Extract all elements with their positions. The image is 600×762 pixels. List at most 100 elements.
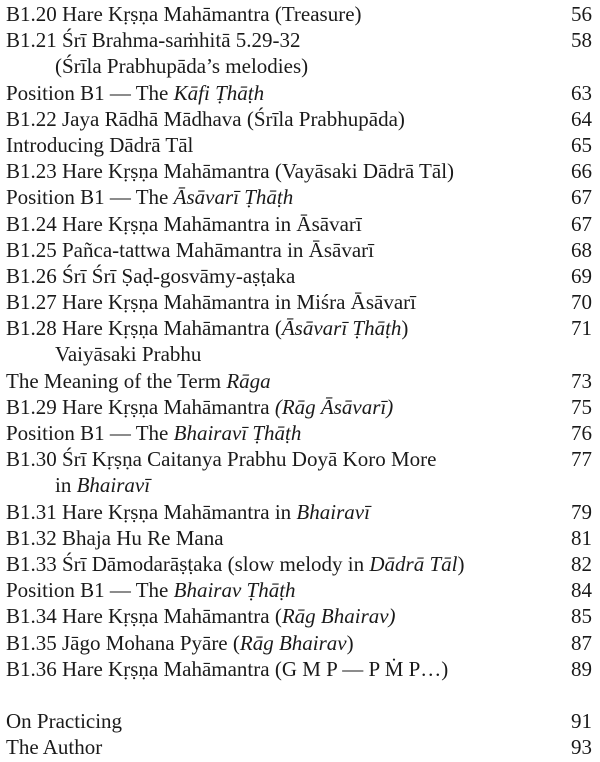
text: B1.23 Hare Kṛṣṇa Mahāmantra (Vayāsaki Dā… <box>6 159 455 184</box>
toc-page-number: 64 <box>571 106 592 131</box>
toc-entry-title: Vaiyāsaki Prabhu <box>55 342 201 366</box>
italic-text: Kāfi Ṭhāṭh <box>173 80 265 105</box>
toc-entry: B1.22 Jaya Rādhā Mādhava (Śrīla Prabhupā… <box>6 106 592 132</box>
toc-page-number: 58 <box>571 28 592 53</box>
toc-entry: B1.30 Śrī Kṛṣṇa Caitanya Prabhu Doyā Kor… <box>6 446 592 472</box>
text: in <box>55 473 77 498</box>
toc-page-number: 93 <box>571 735 592 760</box>
toc-entry-title: B1.36 Hare Kṛṣṇa Mahāmantra (G M P — P Ṁ… <box>6 657 448 681</box>
toc-entry-title: B1.25 Pañca-tattwa Mahāmantra in Āsāvarī <box>6 238 374 262</box>
toc-entry-title: B1.33 Śrī Dāmodarāṣṭaka (slow melody in … <box>6 552 464 576</box>
toc-entry-title: (Śrīla Prabhupāda’s melodies) <box>55 54 308 78</box>
text: B1.21 Śrī Brahma-saṁhitā 5.29-32 <box>6 28 301 53</box>
toc-entry-title: B1.35 Jāgo Mohana Pyāre (Rāg Bhairav) <box>6 631 354 655</box>
italic-text: Bhairavī <box>296 499 370 524</box>
toc-entry-title: Position B1 — The Āsāvarī Ṭhāṭh <box>6 185 293 209</box>
text: On Practicing <box>6 709 123 734</box>
toc-entry: B1.35 Jāgo Mohana Pyāre (Rāg Bhairav) 87 <box>6 630 592 656</box>
text: Vaiyāsaki Prabhu <box>55 342 202 367</box>
text: B1.34 Hare Kṛṣṇa Mahāmantra ( <box>6 604 282 629</box>
toc-entry-title: Introducing Dādrā Tāl <box>6 133 193 157</box>
toc-page-number: 67 <box>571 185 592 210</box>
toc-entry: B1.29 Hare Kṛṣṇa Mahāmantra (Rāg Āsāvarī… <box>6 394 592 420</box>
toc-entry-title: B1.29 Hare Kṛṣṇa Mahāmantra (Rāg Āsāvarī… <box>6 395 393 419</box>
toc-entry-title: B1.28 Hare Kṛṣṇa Mahāmantra (Āsāvarī Ṭhā… <box>6 316 408 340</box>
italic-text: Rāg Bhairav) <box>281 604 396 629</box>
spacer <box>6 682 592 708</box>
toc-entry: B1.28 Hare Kṛṣṇa Mahāmantra (Āsāvarī Ṭhā… <box>6 315 592 341</box>
toc-entry: B1.25 Pañca-tattwa Mahāmantra in Āsāvarī… <box>6 237 592 263</box>
toc-entry: Position B1 — The Kāfi Ṭhāṭh 63 <box>6 80 592 106</box>
italic-text: Bhairav Ṭhāṭh <box>173 578 296 603</box>
toc-entry: On Practicing 91 <box>6 708 592 734</box>
toc-entry-title: On Practicing <box>6 709 122 733</box>
text: B1.29 Hare Kṛṣṇa Mahāmantra <box>6 394 275 419</box>
toc-entry: Position B1 — The Bhairav Ṭhāṭh 84 <box>6 577 592 603</box>
toc-page-number: 67 <box>571 211 592 236</box>
text: (Śrīla Prabhupāda’s melodies) <box>55 54 309 79</box>
toc-entry: B1.36 Hare Kṛṣṇa Mahāmantra (G M P — P Ṁ… <box>6 656 592 682</box>
toc-page-number: 87 <box>571 630 592 655</box>
italic-text: Bhairavī <box>76 473 151 498</box>
toc-page-number: 73 <box>571 368 592 393</box>
text: B1.32 Bhaja Hu Re Mana <box>6 525 224 550</box>
toc-entry-title: B1.26 Śrī Śrī Ṣaḍ-gosvāmy-aṣṭaka <box>6 264 295 288</box>
toc-entry-title: B1.32 Bhaja Hu Re Mana <box>6 526 224 550</box>
text: B1.35 Jāgo Mohana Pyāre ( <box>6 630 240 655</box>
text: B1.27 Hare Kṛṣṇa Mahāmantra in Miśra Āsā… <box>6 290 416 315</box>
italic-text: Rāg Bhairav <box>239 630 347 655</box>
toc-page-number: 85 <box>571 604 592 629</box>
toc-page-number: 65 <box>571 132 592 157</box>
toc-entry: B1.31 Hare Kṛṣṇa Mahāmantra in Bhairavī 7… <box>6 499 592 525</box>
toc-entry-continuation: in Bhairavī <box>6 472 592 498</box>
toc-page-number: 82 <box>571 551 592 576</box>
toc-page-number: 63 <box>571 80 592 105</box>
text: B1.20 Hare Kṛṣṇa Mahāmantra (Treasure) <box>6 2 362 26</box>
toc-entry-title: The Author <box>6 735 102 759</box>
text: B1.33 Śrī Dāmodarāṣṭaka (slow melody in <box>6 551 370 576</box>
toc-entry: Position B1 — The Bhairavī Ṭhāṭh 76 <box>6 420 592 446</box>
toc-page-number: 91 <box>571 709 592 734</box>
text: B1.22 Jaya Rādhā Mādhava (Śrīla Prabhupā… <box>6 106 405 131</box>
text: B1.30 Śrī Kṛṣṇa Caitanya Prabhu Doyā Kor… <box>6 447 437 472</box>
text: The Author <box>6 735 103 760</box>
toc-entry: The Author 93 <box>6 734 592 760</box>
text: B1.28 Hare Kṛṣṇa Mahāmantra ( <box>6 316 282 341</box>
text: Introducing Dādrā Tāl <box>6 132 194 157</box>
toc-entry-title: B1.23 Hare Kṛṣṇa Mahāmantra (Vayāsaki Dā… <box>6 159 454 183</box>
toc-entry: B1.21 Śrī Brahma-saṁhitā 5.29-32 58 <box>6 27 592 53</box>
toc-entry-title: Position B1 — The Bhairavī Ṭhāṭh <box>6 421 301 445</box>
toc-entry: B1.24 Hare Kṛṣṇa Mahāmantra in Āsāvarī 67 <box>6 211 592 237</box>
toc-page-number: 84 <box>571 578 592 603</box>
text: Position B1 — The <box>6 185 174 210</box>
toc-page-number: 68 <box>571 237 592 262</box>
text: Position B1 — The <box>6 80 174 105</box>
toc-page-number: 77 <box>571 447 592 472</box>
toc-entry-title: B1.24 Hare Kṛṣṇa Mahāmantra in Āsāvarī <box>6 212 362 236</box>
toc-page-number: 81 <box>571 525 592 550</box>
italic-text: Āsāvarī Ṭhāṭh <box>281 316 402 341</box>
toc-entry: B1.34 Hare Kṛṣṇa Mahāmantra (Rāg Bhairav… <box>6 603 592 629</box>
toc-entry: B1.33 Śrī Dāmodarāṣṭaka (slow melody in … <box>6 551 592 577</box>
toc-page-number: 66 <box>571 159 592 184</box>
text: B1.26 Śrī Śrī Ṣaḍ-gosvāmy-aṣṭaka <box>6 263 296 288</box>
toc-entry-title: B1.30 Śrī Kṛṣṇa Caitanya Prabhu Doyā Kor… <box>6 447 436 471</box>
toc-entry-title: B1.31 Hare Kṛṣṇa Mahāmantra in Bhairavī <box>6 500 370 524</box>
toc-page-number: 75 <box>571 394 592 419</box>
toc-entry: The Meaning of the Term Rāga 73 <box>6 368 592 394</box>
toc-entry: B1.26 Śrī Śrī Ṣaḍ-gosvāmy-aṣṭaka 69 <box>6 263 592 289</box>
text: B1.25 Pañca-tattwa Mahāmantra in Āsāvarī <box>6 237 374 262</box>
table-of-contents: B1.20 Hare Kṛṣṇa Mahāmantra (Treasure) 56… <box>6 1 592 760</box>
text: B1.36 Hare Kṛṣṇa Mahāmantra (G M P — P Ṁ… <box>6 656 449 681</box>
text: ) <box>457 551 465 576</box>
text: The Meaning of the Term <box>6 368 227 393</box>
toc-entry: B1.23 Hare Kṛṣṇa Mahāmantra (Vayāsaki Dā… <box>6 158 592 184</box>
italic-text: (Rāg Āsāvarī) <box>274 394 394 419</box>
text: ) <box>346 630 354 655</box>
toc-entry: B1.27 Hare Kṛṣṇa Mahāmantra in Miśra Āsā… <box>6 289 592 315</box>
toc-page-number: 56 <box>571 2 592 26</box>
text: ) <box>401 316 409 341</box>
toc-entry-title: The Meaning of the Term Rāga <box>6 369 271 393</box>
toc-entry: Position B1 — The Āsāvarī Ṭhāṭh 67 <box>6 184 592 210</box>
toc-entry-continuation: (Śrīla Prabhupāda’s melodies) <box>6 53 592 79</box>
